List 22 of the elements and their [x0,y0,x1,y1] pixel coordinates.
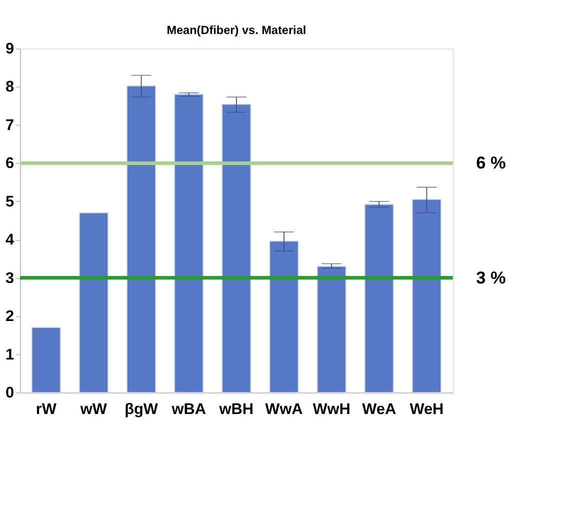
x-tick-label: WeH [410,400,444,418]
x-tick-label: wBH [218,400,254,418]
x-tick-label: WwA [265,400,303,418]
chart-title: Mean(Dfiber) vs. Material [166,24,306,38]
y-tick-label: 3 [5,270,14,287]
ref-line-label: 3 % [476,267,506,288]
ref-line-label: 6 % [476,152,506,173]
x-tick-label: βgW [124,400,158,418]
y-tick-label: 2 [5,308,14,326]
y-tick-label: 6 [5,155,14,172]
y-tick-label: 1 [5,346,14,364]
y-tick-label: 0 [5,384,14,402]
x-tick-label: WeA [362,400,396,418]
y-tick-label: 9 [5,40,14,58]
y-tick-label: 4 [5,232,14,249]
x-tick-label: WwH [312,400,350,418]
y-tick-label: 7 [5,116,14,134]
y-tick-label: 8 [5,78,14,96]
x-tick-label: rW [36,400,57,418]
x-tick-label: wBA [170,400,206,418]
y-tick-label: 5 [5,193,14,210]
x-tick-label: wW [79,400,108,418]
